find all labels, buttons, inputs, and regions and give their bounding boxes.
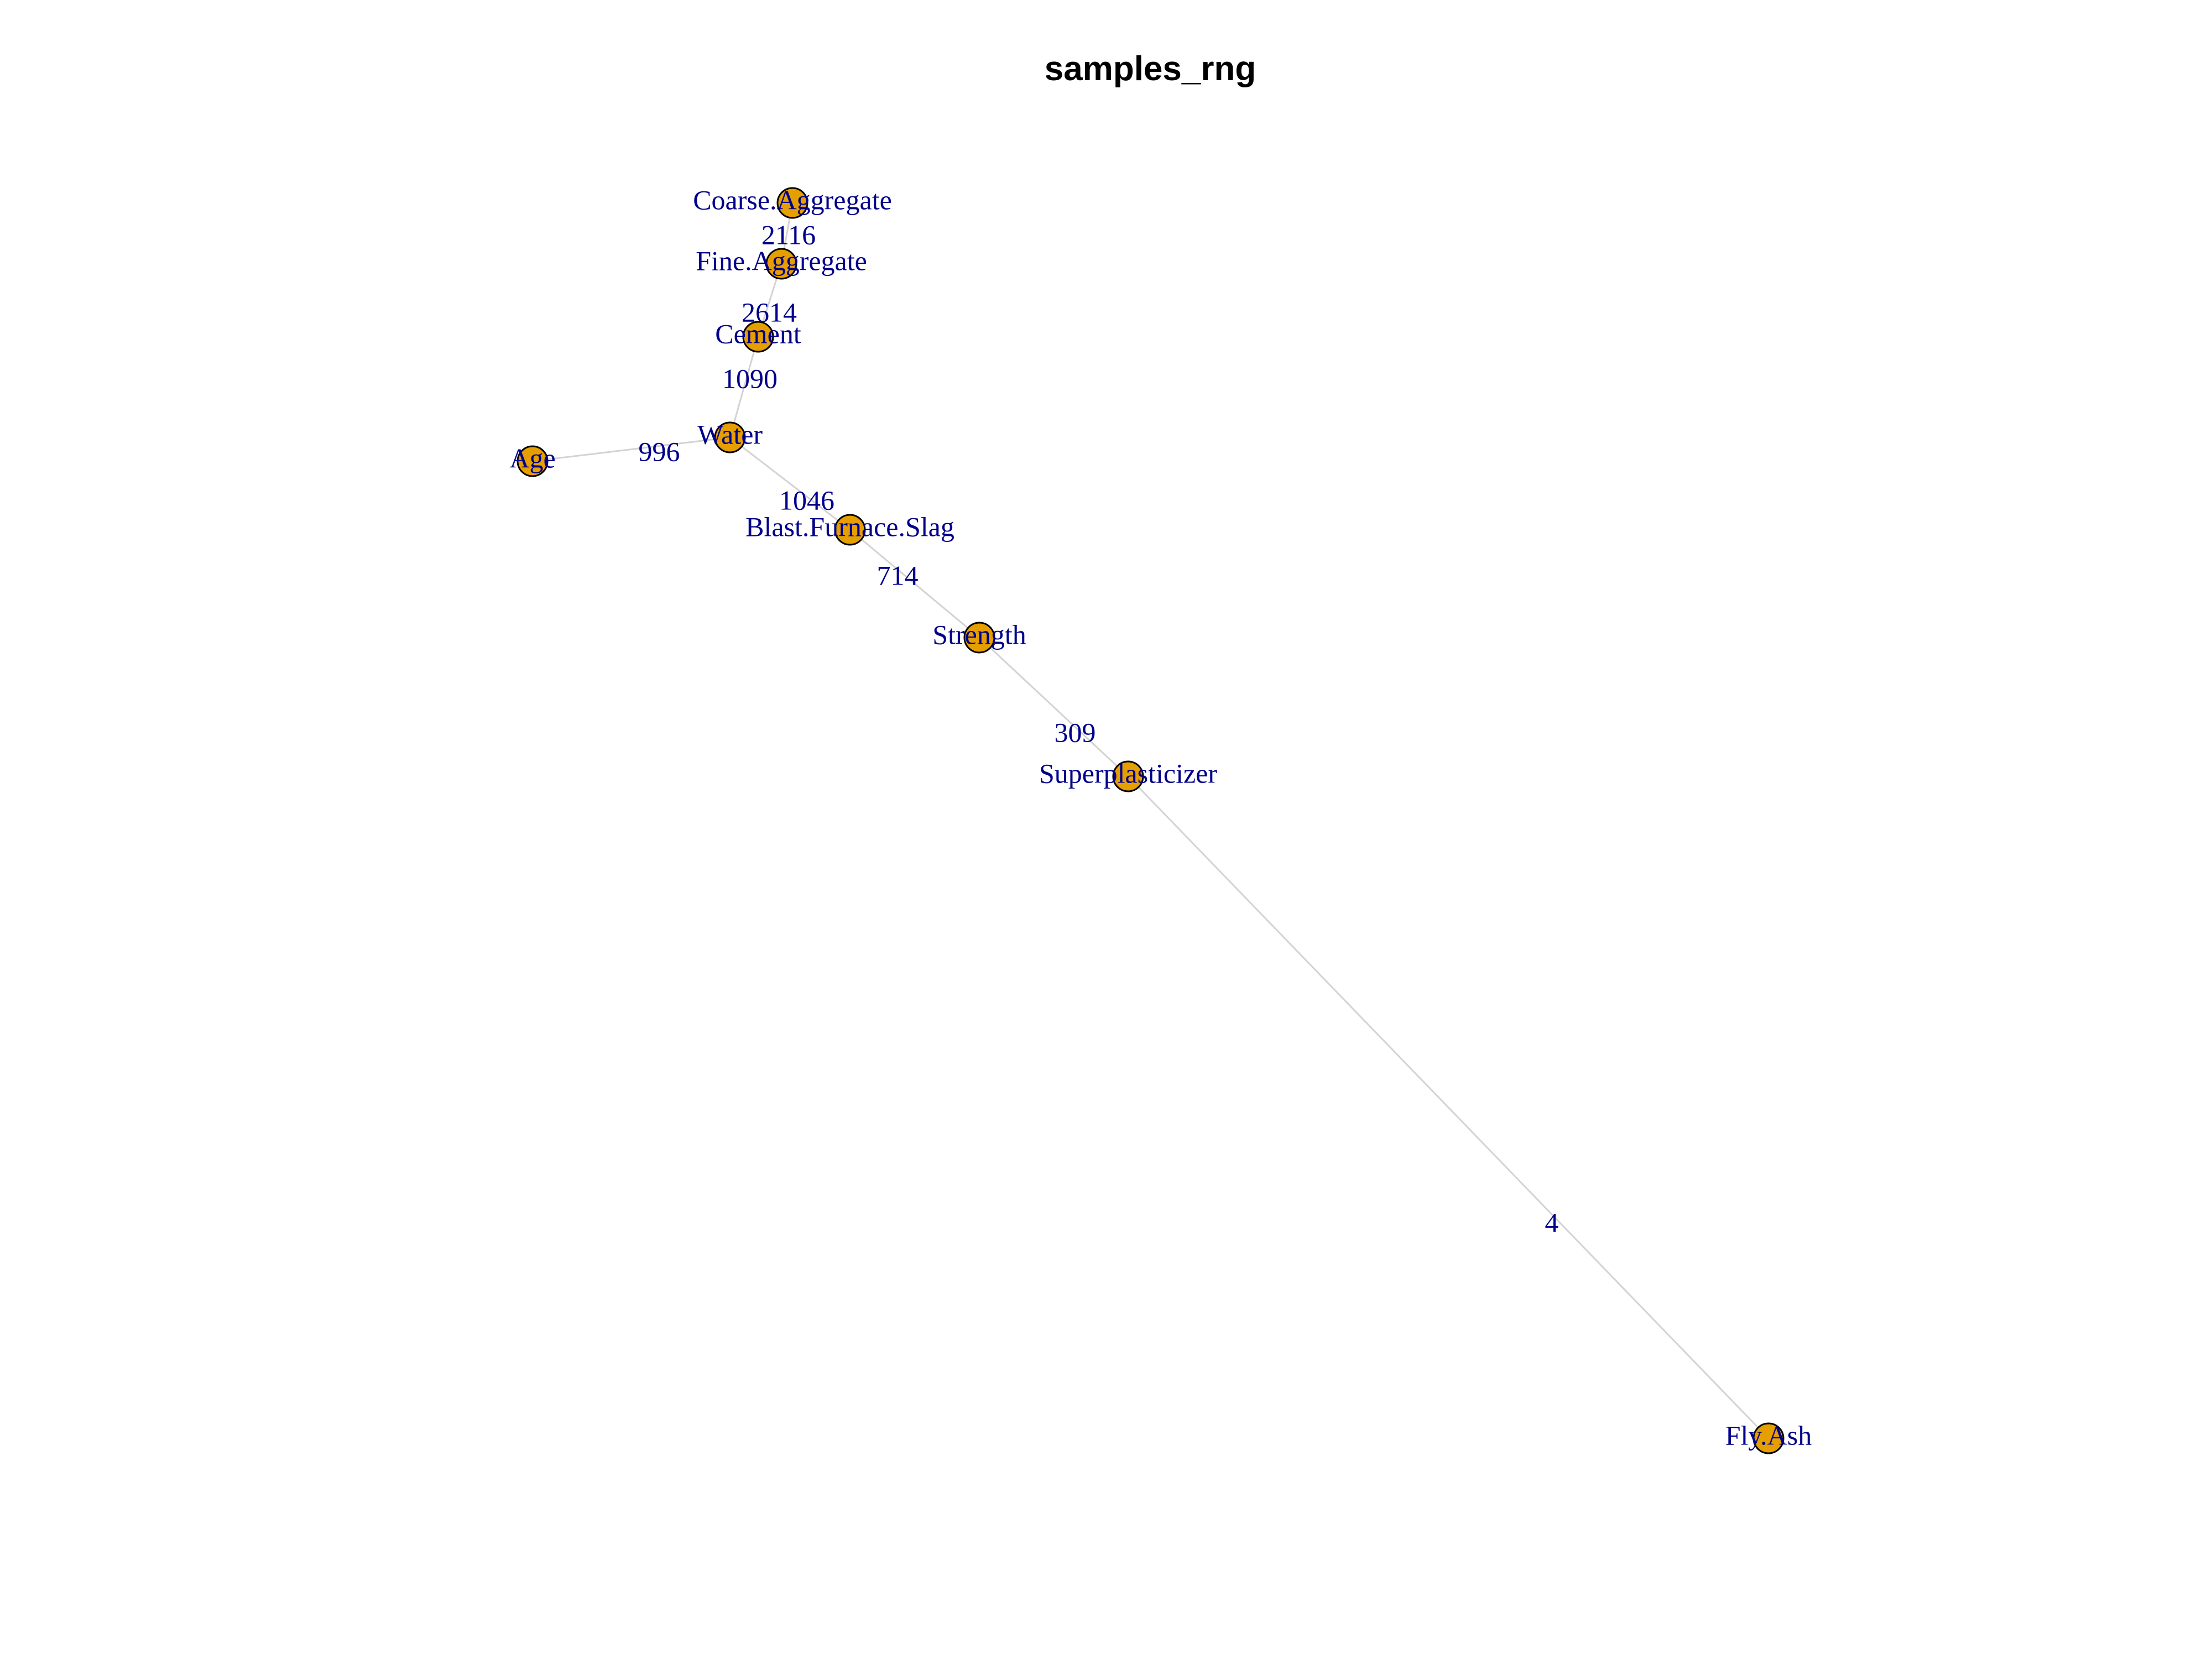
edge-super-flyash: [1127, 775, 1770, 1439]
edge-weight-label: 2614: [742, 296, 797, 327]
node-water: [714, 421, 746, 453]
graph-title: samples_rng: [1045, 50, 1256, 88]
node-label-water: Water: [697, 419, 763, 450]
edge-weight-label: 996: [639, 436, 680, 467]
edge-strength-super: [978, 637, 1129, 778]
edge-water-slag: [729, 436, 851, 531]
nodes-layer: [517, 187, 1785, 1454]
edge-weight-label: 309: [1055, 717, 1096, 748]
edge-weight-label: 2116: [761, 219, 816, 250]
edge-slag-strength: [849, 529, 980, 639]
node-flyash: [1752, 1422, 1785, 1454]
node-label-coarse: Coarse.Aggregate: [693, 184, 892, 215]
edge-weight-label: 714: [877, 560, 919, 591]
edge-labels-layer: 2116 2614 1090 996 1046 714 309 4: [639, 219, 1559, 1238]
edge-age-water: [532, 436, 731, 462]
edge-weight-label: 1046: [779, 484, 834, 515]
node-label-super: Superplasticizer: [1039, 758, 1217, 789]
edges-layer: [532, 202, 1770, 1439]
edge-weight-label: 1090: [722, 363, 778, 394]
node-strength: [963, 622, 995, 654]
node-super: [1112, 760, 1144, 792]
node-labels-layer: Coarse.Aggregate Fine.Aggregate Cement Wate…: [509, 184, 1812, 1451]
node-label-cement: Cement: [715, 318, 801, 349]
node-label-strength: Strength: [932, 619, 1026, 650]
node-coarse: [776, 187, 808, 219]
node-label-slag: Blast.Furnace.Slag: [745, 511, 954, 542]
node-label-flyash: Fly.Ash: [1725, 1420, 1812, 1451]
edge-cement-water: [729, 336, 759, 438]
node-label-age: Age: [509, 442, 555, 473]
edge-weight-label: 4: [1545, 1207, 1559, 1238]
node-age: [517, 445, 549, 477]
node-slag: [834, 514, 866, 546]
node-label-fine: Fine.Aggregate: [696, 245, 867, 276]
node-fine: [765, 248, 797, 280]
node-cement: [742, 321, 774, 353]
